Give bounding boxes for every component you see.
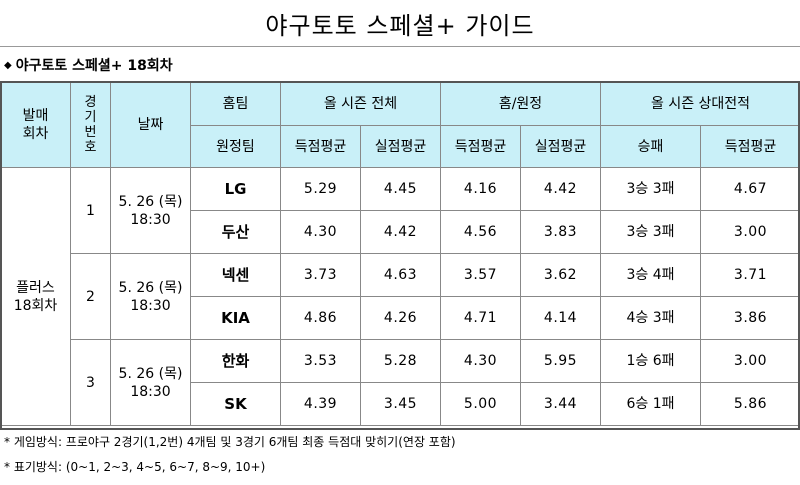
h2h-scored: 5.86 (700, 382, 800, 426)
season-scored: 3.53 (280, 339, 361, 383)
game-number: 3 (70, 339, 111, 426)
header-win-loss: 승패 (600, 125, 702, 168)
season-scored: 5.29 (280, 167, 361, 211)
table-frame-right (798, 82, 800, 429)
h2h-scored: 3.86 (700, 296, 800, 340)
header-game-no: 경 기 번 호 (70, 82, 111, 168)
h2h-scored: 3.00 (700, 339, 800, 383)
season-scored: 4.30 (280, 210, 361, 254)
table-row: 플러스 18회차 1 5. 26 (목) 18:30 LG 5.29 4.45 … (0, 167, 800, 426)
header-ha-scored: 득점평균 (440, 125, 521, 168)
team-name: 두산 (190, 210, 281, 254)
header-round: 발매 회차 (0, 82, 71, 168)
season-allowed: 4.42 (360, 210, 441, 254)
h2h-scored: 3.00 (700, 210, 800, 254)
season-scored: 4.86 (280, 296, 361, 340)
header-away-team: 원정팀 (190, 125, 281, 168)
team-name: KIA (190, 296, 281, 340)
header-h2h-scored: 득점평균 (700, 125, 800, 168)
season-allowed: 3.45 (360, 382, 441, 426)
ha-scored: 4.56 (440, 210, 521, 254)
ha-allowed: 4.14 (519, 296, 602, 340)
h2h-scored: 4.67 (700, 167, 800, 211)
title-divider (0, 46, 800, 47)
header-home-away: 홈/원정 (439, 82, 602, 126)
season-allowed: 5.28 (360, 339, 441, 383)
season-allowed: 4.45 (360, 167, 441, 211)
h2h-record: 3승 3패 (600, 210, 702, 254)
table-row: 두산 4.30 4.42 4.56 3.83 3승 3패 3.00 (1, 210, 800, 254)
season-scored: 3.73 (280, 253, 361, 297)
header-season-all: 올 시즌 전체 (280, 82, 441, 126)
team-name: 넥센 (190, 253, 281, 297)
h2h-record: 3승 4패 (600, 253, 702, 297)
stats-table: 발매 회차 경 기 번 호 날짜 홈팀 올 시즌 전체 홈/원정 올 시즌 상대… (0, 82, 800, 426)
ha-scored: 3.57 (440, 253, 521, 297)
ha-scored: 4.16 (440, 167, 521, 211)
team-name: 한화 (190, 339, 281, 383)
h2h-record: 1승 6패 (600, 339, 702, 383)
ha-allowed: 4.42 (519, 167, 602, 211)
header-date: 날짜 (110, 82, 191, 168)
season-allowed: 4.63 (360, 253, 441, 297)
table-row: 2 5. 26 (목) 18:30 넥센 3.73 4.63 3.57 3.62… (1, 253, 800, 340)
header-season-scored: 득점평균 (280, 125, 361, 168)
h2h-record: 4승 3패 (600, 296, 702, 340)
ha-scored: 4.30 (440, 339, 521, 383)
team-name: SK (190, 382, 281, 426)
header-season-allowed: 실점평균 (360, 125, 441, 168)
season-allowed: 4.26 (360, 296, 441, 340)
header-row-2: 원정팀 득점평균 실점평균 득점평균 실점평균 승패 득점평균 (1, 125, 800, 168)
note-notation: * 표기방식: (0~1, 2~3, 4~5, 6~7, 8~9, 10+) (4, 460, 266, 474)
game-number: 1 (70, 167, 111, 254)
header-home-team: 홈팀 (190, 82, 281, 126)
h2h-scored: 3.71 (700, 253, 800, 297)
ha-scored: 5.00 (440, 382, 521, 426)
ha-scored: 4.71 (440, 296, 521, 340)
subtitle: ◆ 야구토토 스페셜+ 18회차 (4, 55, 173, 75)
table-row: 3 5. 26 (목) 18:30 한화 3.53 5.28 4.30 5.95… (1, 339, 800, 426)
h2h-record: 3승 3패 (600, 167, 702, 211)
h2h-record: 6승 1패 (600, 382, 702, 426)
table-frame-bottom (0, 428, 800, 430)
ha-allowed: 5.95 (519, 339, 602, 383)
header-ha-allowed: 실점평균 (519, 125, 602, 168)
subtitle-text: 야구토토 스페셜+ 18회차 (15, 58, 173, 74)
page-title: 야구토토 스페셜+ 가이드 (265, 11, 535, 40)
ha-allowed: 3.44 (519, 382, 602, 426)
table-row: KIA 4.86 4.26 4.71 4.14 4승 3패 3.86 (1, 296, 800, 340)
table-row: SK 4.39 3.45 5.00 3.44 6승 1패 5.86 (1, 382, 800, 426)
game-date: 5. 26 (목) 18:30 (110, 167, 191, 254)
note-game-method: * 게임방식: 프로야구 2경기(1,2번) 4개팀 및 3경기 6개팀 최종 … (4, 435, 456, 449)
header-row-1: 발매 회차 경 기 번 호 날짜 홈팀 올 시즌 전체 홈/원정 올 시즌 상대… (0, 82, 800, 168)
season-scored: 4.39 (280, 382, 361, 426)
game-date: 5. 26 (목) 18:30 (110, 339, 191, 426)
header-head-to-head: 올 시즌 상대전적 (600, 82, 800, 126)
table-frame-top (0, 81, 800, 83)
ha-allowed: 3.83 (519, 210, 602, 254)
game-number: 2 (70, 253, 111, 340)
team-name: LG (190, 167, 281, 211)
round-label: 플러스 18회차 (0, 167, 71, 426)
game-date: 5. 26 (목) 18:30 (110, 253, 191, 340)
ha-allowed: 3.62 (519, 253, 602, 297)
table-frame-left (0, 82, 2, 429)
diamond-bullet-icon: ◆ (4, 59, 12, 71)
